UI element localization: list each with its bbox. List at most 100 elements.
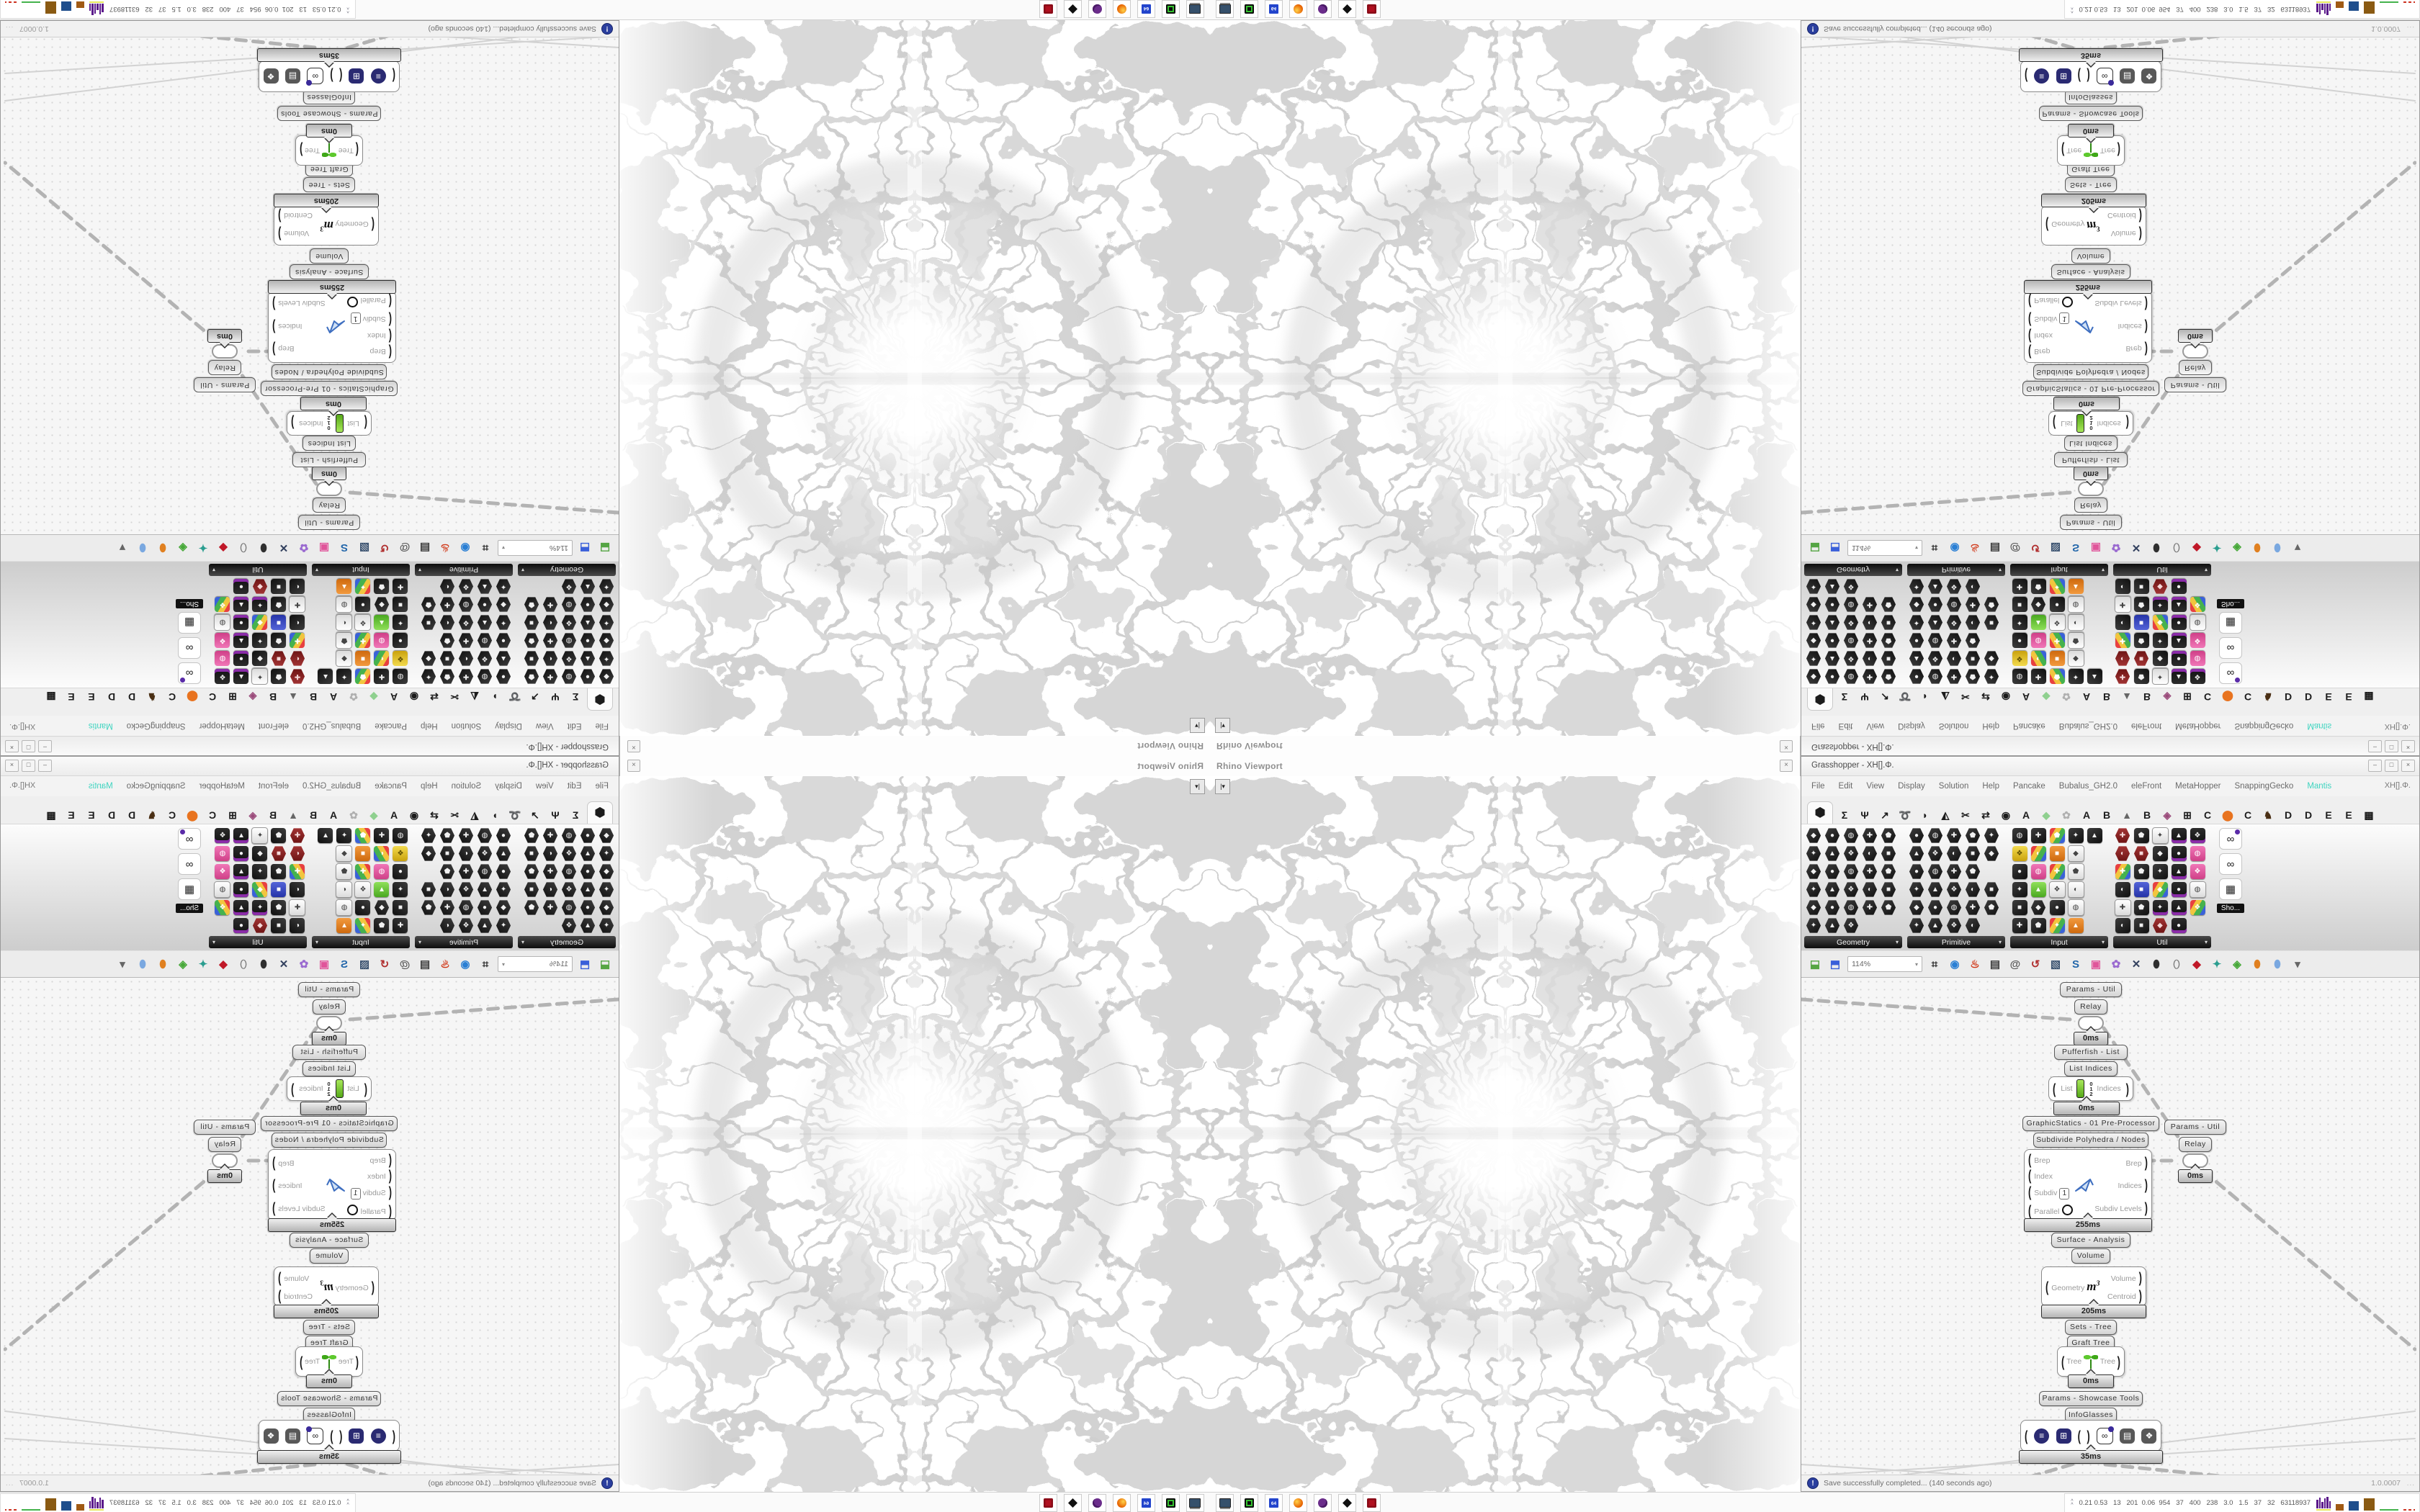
- exit-solver-icon[interactable]: ▤: [1989, 541, 2001, 554]
- package-question-icon[interactable]: ▣: [2090, 958, 2102, 971]
- tab-params[interactable]: ⬢: [1807, 688, 1833, 711]
- tab-plugin-a2[interactable]: A: [329, 691, 338, 703]
- component-icon[interactable]: ◐: [1862, 882, 1878, 897]
- component-icon[interactable]: ◍: [2012, 828, 2027, 843]
- tab-maths[interactable]: Σ: [1841, 691, 1848, 703]
- component-icon[interactable]: ✦: [336, 828, 352, 843]
- component-icon[interactable]: ●: [478, 900, 493, 915]
- component-icon[interactable]: ✚: [440, 597, 455, 612]
- component-icon[interactable]: ◍: [2067, 596, 2084, 613]
- menu-item-view[interactable]: View: [1866, 721, 1885, 730]
- component-icon[interactable]: ◍: [1946, 900, 1962, 915]
- component-icon[interactable]: ◍: [459, 900, 474, 915]
- tab-intersect[interactable]: ✂: [1961, 691, 1970, 703]
- tab-plugin-gem-green[interactable]: ◆: [2042, 809, 2051, 821]
- component-icon[interactable]: ●: [1909, 864, 1924, 879]
- tab-transform[interactable]: ⇄: [1981, 809, 1990, 821]
- component-icon[interactable]: ●: [233, 615, 249, 630]
- component-icon[interactable]: ▲: [581, 882, 596, 897]
- component-icon[interactable]: ✚: [2049, 633, 2065, 648]
- menu-item-metahopper[interactable]: MetaHopper: [199, 782, 245, 791]
- tab-surface[interactable]: ◗: [1922, 691, 1929, 703]
- component-icon[interactable]: ❖: [215, 864, 230, 879]
- component-icon[interactable]: ❖: [2190, 669, 2205, 684]
- group-label[interactable]: GraphicStatics - 01 Pre-Processor: [261, 1115, 398, 1131]
- component-icon[interactable]: ✦: [393, 615, 408, 630]
- component-icon[interactable]: ⬟: [271, 900, 287, 915]
- component-icon[interactable]: ✚: [2115, 828, 2130, 843]
- taskbar-inkscape-icon[interactable]: [1338, 0, 1356, 18]
- menu-item-mantis[interactable]: Mantis: [88, 782, 113, 791]
- component-icon[interactable]: ◍: [214, 614, 231, 631]
- tab-plugin-mountain[interactable]: ▲: [2122, 691, 2132, 703]
- component-icon[interactable]: ◐: [2115, 579, 2130, 594]
- component-icon[interactable]: ✦: [599, 918, 614, 933]
- component-icon[interactable]: ◐: [374, 651, 390, 666]
- component-icon[interactable]: ✦: [1909, 579, 1924, 594]
- tab-maths[interactable]: Σ: [1841, 809, 1848, 821]
- leaf-teal-icon[interactable]: ✦: [198, 541, 208, 554]
- egg-blue-icon[interactable]: ⬮: [2274, 541, 2281, 554]
- menu-item-file[interactable]: File: [1811, 782, 1825, 791]
- tab-maths[interactable]: Σ: [572, 691, 579, 703]
- component-icon[interactable]: ✦: [1806, 918, 1821, 933]
- tab-mesh[interactable]: ◭: [470, 809, 479, 821]
- tab-plugin-orange-dot[interactable]: ⬤: [2222, 691, 2233, 703]
- component-icon[interactable]: ◐: [336, 881, 353, 898]
- tab-plugin-selection-grid[interactable]: ▩: [46, 809, 56, 821]
- toolbar-more-icon[interactable]: ▾: [120, 541, 125, 554]
- component-icon[interactable]: ▲: [581, 918, 596, 933]
- component-icon[interactable]: ⬟: [2133, 828, 2149, 843]
- gem-red-icon[interactable]: ◆: [219, 958, 228, 971]
- component-icon[interactable]: ▲: [2030, 882, 2046, 897]
- group-label[interactable]: Sets - Tree: [303, 1319, 355, 1335]
- component-icon[interactable]: ✚: [289, 596, 306, 613]
- component-icon[interactable]: ▲: [2171, 669, 2187, 684]
- open-file-icon[interactable]: ⬓: [1809, 958, 1821, 971]
- component-icon[interactable]: ◍: [2189, 881, 2206, 898]
- component-icon[interactable]: ◐: [459, 846, 474, 861]
- tab-plugin-c1[interactable]: C: [2203, 809, 2212, 821]
- component-icon[interactable]: ✚: [1965, 900, 1981, 915]
- gem-red-icon[interactable]: ◆: [2192, 541, 2201, 554]
- group-label[interactable]: Relay: [208, 1136, 241, 1152]
- component-icon[interactable]: ✚: [2114, 596, 2131, 613]
- component-icon[interactable]: ✦: [496, 615, 511, 630]
- tab-plugin-c1[interactable]: C: [2203, 691, 2212, 703]
- component-icon[interactable]: ◐: [2067, 614, 2084, 631]
- component-icon[interactable]: ◐: [543, 651, 558, 666]
- component-icon[interactable]: ✦: [1909, 882, 1924, 897]
- menu-item-elefront[interactable]: eleFront: [258, 782, 290, 791]
- component-icon[interactable]: ●: [233, 579, 249, 594]
- preview-flame-icon[interactable]: ♨: [1970, 541, 1980, 554]
- panel-label-primitive[interactable]: Primitive ▾: [415, 564, 513, 576]
- tab-plugin-bird[interactable]: ♞: [147, 691, 157, 703]
- component-icon[interactable]: ●: [1825, 633, 1840, 648]
- component-icon[interactable]: ◍: [2190, 846, 2205, 861]
- maximize-button[interactable]: □: [2385, 740, 2398, 752]
- tab-plugin-a2[interactable]: A: [329, 809, 338, 821]
- tab-plugin-flower[interactable]: ✿: [349, 809, 358, 821]
- component-icon[interactable]: ◍: [393, 828, 408, 843]
- component-icon[interactable]: ■: [1984, 882, 1999, 897]
- component-icon[interactable]: ✦: [1984, 669, 1999, 684]
- tab-plugin-gem-green[interactable]: ◆: [2042, 691, 2051, 703]
- gha-loader-icon[interactable]: ↺: [2030, 958, 2040, 971]
- component-icon[interactable]: ■: [2012, 597, 2027, 612]
- menu-item-edit[interactable]: Edit: [567, 782, 582, 791]
- component-icon[interactable]: ❖: [215, 900, 230, 915]
- taskbar-floppy64-icon[interactable]: 64: [1137, 0, 1155, 18]
- open-file-icon[interactable]: ⬓: [599, 958, 611, 971]
- component-icon[interactable]: ■: [2049, 651, 2065, 666]
- component-icon[interactable]: ✦: [1806, 579, 1821, 594]
- tab-plugin-b2[interactable]: B: [2143, 691, 2151, 703]
- component-icon[interactable]: ◆: [2031, 597, 2046, 612]
- component-icon[interactable]: ■: [2133, 918, 2149, 933]
- component-icon[interactable]: ■: [2133, 882, 2149, 897]
- component-icon[interactable]: ■: [2012, 900, 2027, 915]
- component-icon[interactable]: ✦: [2151, 668, 2169, 685]
- component-icon[interactable]: ✚: [543, 900, 558, 915]
- component-icon[interactable]: ❖: [354, 614, 372, 631]
- component-icon[interactable]: ▲: [2087, 669, 2102, 684]
- component-icon[interactable]: ⬟: [355, 828, 371, 843]
